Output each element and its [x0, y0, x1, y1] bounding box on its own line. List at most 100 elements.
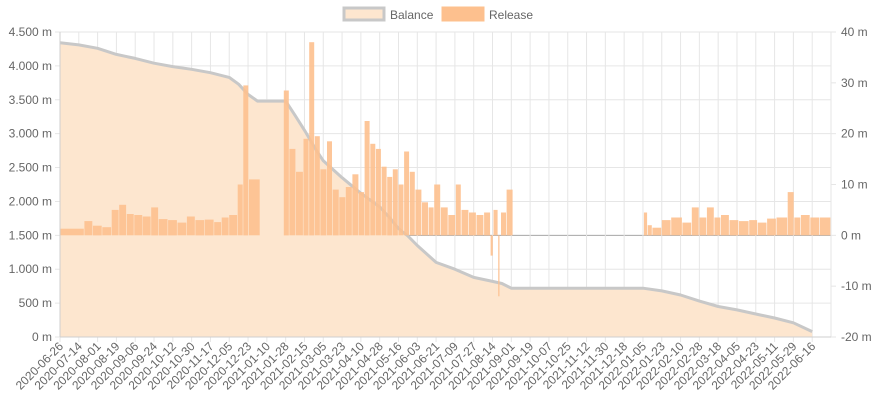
release-bar	[493, 209, 498, 236]
release-bar	[283, 90, 289, 236]
release-bar	[352, 174, 359, 236]
y-right-tick-label: -20 m	[841, 330, 872, 344]
release-bar	[214, 222, 222, 236]
release-bar	[134, 215, 143, 236]
release-bar	[428, 207, 434, 236]
release-bar	[296, 171, 303, 236]
release-bar	[398, 184, 404, 236]
y-left-tick-label: 4.000 m	[9, 59, 52, 73]
y-left-tick-label: 2.500 m	[9, 161, 52, 175]
y-right-tick-label: 30 m	[841, 76, 868, 90]
release-bar	[303, 138, 309, 236]
release-series	[60, 42, 831, 297]
release-bar	[440, 207, 448, 236]
release-bar	[243, 85, 249, 236]
release-bar	[691, 207, 699, 236]
release-bar	[102, 227, 112, 236]
release-bar	[490, 235, 493, 256]
release-bar	[229, 215, 238, 236]
release-bar	[364, 121, 370, 236]
legend-label-release: Release	[489, 8, 533, 22]
release-bar	[60, 228, 84, 236]
release-bar	[404, 151, 410, 236]
release-bar	[327, 141, 332, 236]
release-bar	[177, 222, 187, 236]
release-bar	[359, 192, 364, 236]
axes: 0 m 500 m 1.000 m 1.500 m 2.000 m 2.500 m 3.00…	[9, 25, 872, 393]
y-right-tick-label: 40 m	[841, 25, 868, 39]
release-bar	[151, 207, 159, 236]
release-bar	[320, 169, 327, 236]
y-left-tick-label: 3.000 m	[9, 127, 52, 141]
release-bar	[469, 212, 476, 236]
release-bar	[484, 212, 491, 236]
release-bar	[237, 184, 243, 236]
release-bar	[92, 225, 102, 236]
release-bar	[339, 197, 346, 236]
release-bar	[671, 217, 682, 236]
release-bar	[195, 220, 205, 236]
release-bar	[387, 176, 393, 236]
release-bar	[776, 217, 788, 236]
release-bar	[186, 216, 195, 236]
release-bar	[682, 222, 692, 236]
release-bar	[111, 209, 119, 236]
y-right-tick-label: 10 m	[841, 178, 868, 192]
legend-swatch-release	[441, 6, 485, 22]
y-left-tick-label: 4.500 m	[9, 25, 52, 39]
legend-swatch-balance	[342, 6, 386, 22]
y-right-tick-label: 0 m	[841, 228, 861, 242]
release-bar	[204, 219, 214, 236]
release-bar	[800, 215, 810, 236]
release-bar	[309, 42, 315, 236]
release-bar	[375, 148, 381, 236]
release-bar	[652, 227, 662, 236]
release-bar	[249, 179, 260, 236]
y-right-tick-label: 20 m	[841, 127, 868, 141]
release-bar	[370, 143, 376, 236]
release-bar	[506, 189, 513, 236]
release-bar	[289, 148, 296, 236]
release-bar	[392, 169, 398, 236]
legend-item-balance[interactable]: Balance	[342, 6, 434, 22]
release-bar	[221, 217, 229, 236]
release-bar	[714, 217, 721, 236]
release-bar	[749, 220, 758, 236]
release-bar	[455, 184, 461, 236]
balance-line	[59, 41, 813, 333]
release-bar	[738, 221, 749, 236]
release-bar	[706, 207, 714, 236]
release-bar	[476, 215, 484, 236]
release-bar	[332, 189, 339, 236]
release-bar	[767, 218, 776, 236]
release-bar	[721, 215, 729, 236]
release-bar	[794, 217, 801, 236]
release-bar	[699, 217, 707, 236]
y-left-tick-label: 3.500 m	[9, 93, 52, 107]
release-bar	[126, 214, 134, 236]
release-bar	[729, 220, 739, 236]
release-bar	[119, 204, 127, 236]
release-bar	[647, 225, 652, 236]
release-bar	[422, 202, 428, 236]
release-bar	[757, 222, 767, 236]
release-bar	[314, 136, 320, 236]
release-bar	[461, 209, 469, 236]
y-left-tick-label: 500 m	[19, 296, 52, 310]
release-bar	[434, 184, 441, 236]
release-bar	[415, 189, 422, 236]
y-left-tick-label: 1.500 m	[9, 228, 52, 242]
legend-item-release[interactable]: Release	[441, 6, 533, 22]
release-bar	[498, 235, 500, 297]
release-bar	[381, 166, 387, 236]
release-bar	[643, 212, 648, 236]
release-bar	[661, 220, 671, 236]
release-bar	[448, 215, 456, 236]
y-left-tick-label: 0 m	[32, 330, 52, 344]
release-bar	[84, 221, 93, 236]
y-left-tick-label: 2.000 m	[9, 194, 52, 208]
release-bar	[787, 192, 794, 236]
release-bar	[409, 171, 415, 236]
